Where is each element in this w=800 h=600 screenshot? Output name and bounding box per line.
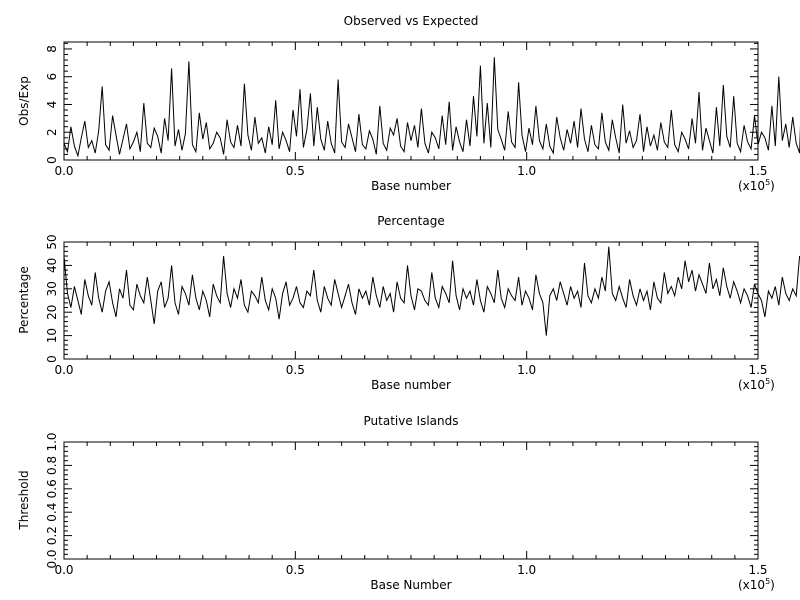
obs-exp-y-tick-label: 2: [45, 128, 59, 136]
islands-x-tick-label: 1.5: [748, 563, 767, 577]
obs-exp-y-tick-label: 4: [45, 101, 59, 109]
islands-ylabel: Threshold: [17, 470, 31, 530]
percentage-title: Percentage: [377, 214, 445, 228]
percentage-scale-exp: 5: [765, 377, 770, 386]
obs-exp-y-tick-label: 6: [45, 73, 59, 81]
islands-y-tick-label: 0.4: [45, 503, 59, 522]
percentage-scale-base: (x10: [738, 378, 765, 392]
percentage-scale-close: ): [770, 378, 775, 392]
islands-y-tick-label: 0.6: [45, 479, 59, 498]
percentage-x-tick-label: 1.0: [517, 363, 536, 377]
obs-exp-scale-exp: 5: [765, 178, 770, 187]
obs-exp-series-line-0: [63, 57, 800, 158]
obs-exp-panel: Observed vs Expected Obs/Exp Base number…: [17, 14, 800, 193]
obs-exp-x-tick-label: 1.5: [748, 164, 767, 178]
islands-scale-exp: 5: [765, 577, 770, 586]
percentage-scale-label: (x105): [738, 377, 775, 392]
percentage-xlabel: Base number: [371, 378, 451, 392]
obs-exp-y-tick-label: 8: [45, 45, 59, 53]
obs-exp-plot-frame: [63, 41, 759, 161]
islands-scale-base: (x10: [738, 578, 765, 592]
percentage-x-tick-label: 0.5: [286, 363, 305, 377]
percentage-x-tick-label: 1.5: [748, 363, 767, 377]
percentage-ylabel: Percentage: [17, 266, 31, 334]
obs-exp-xlabel: Base number: [371, 179, 451, 193]
islands-title: Putative Islands: [364, 414, 459, 428]
obs-exp-scale-close: ): [770, 179, 775, 193]
islands-y-tick-label: 1.0: [45, 432, 59, 451]
percentage-x-tick-label: 0.0: [54, 363, 73, 377]
percentage-series-line-0: [63, 246, 800, 336]
percentage-y-tick-label: 0: [45, 355, 59, 363]
obs-exp-title: Observed vs Expected: [344, 14, 479, 28]
percentage-y-tick-label: 50: [45, 234, 59, 249]
islands-y-tick-label: 0.2: [45, 526, 59, 545]
islands-xlabel: Base Number: [370, 578, 451, 592]
islands-plot-frame: [63, 441, 759, 560]
islands-scale-close: ): [770, 578, 775, 592]
obs-exp-x-tick-label: 0.0: [54, 164, 73, 178]
percentage-y-tick-label: 20: [45, 305, 59, 320]
islands-x-tick-label: 0.0: [54, 563, 73, 577]
percentage-plot-frame: [63, 241, 759, 360]
obs-exp-scale-base: (x10: [738, 179, 765, 193]
islands-y-tick-label: 0.8: [45, 456, 59, 475]
percentage-y-tick-label: 40: [45, 258, 59, 273]
islands-scale-label: (x105): [738, 577, 775, 592]
islands-x-tick-label: 0.5: [286, 563, 305, 577]
percentage-y-tick-label: 10: [45, 328, 59, 343]
obs-exp-y-tick-label: 0: [45, 156, 59, 164]
obs-exp-x-tick-label: 0.5: [286, 164, 305, 178]
islands-panel: Putative Islands Threshold Base Number (…: [17, 414, 775, 592]
obs-exp-ylabel: Obs/Exp: [17, 76, 31, 126]
percentage-panel: Percentage Percentage Base number (x105)…: [17, 214, 800, 392]
islands-y-tick-label: 0.0: [45, 549, 59, 568]
percentage-y-tick-label: 30: [45, 281, 59, 296]
obs-exp-x-tick-label: 1.0: [517, 164, 536, 178]
islands-x-tick-label: 1.0: [517, 563, 536, 577]
obs-exp-scale-label: (x105): [738, 178, 775, 193]
